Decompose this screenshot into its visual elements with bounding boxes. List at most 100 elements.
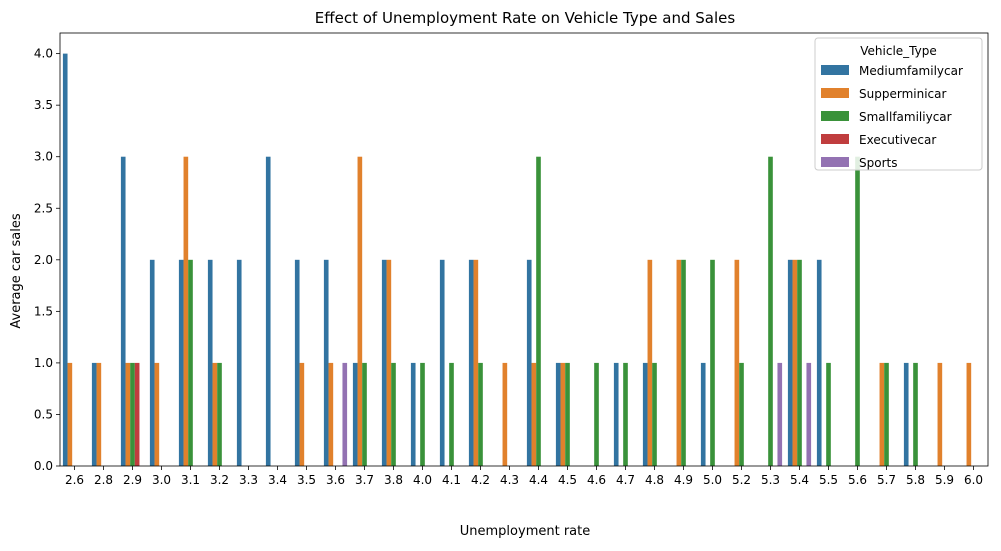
- bar-mediumfamilycar-3.1: [178, 259, 184, 466]
- legend-swatch-executivecar: [821, 134, 849, 144]
- y-axis-ticks: 0.0 0.5 1.0 1.5 2.0 2.5 3.0 3.5 4.0: [34, 47, 60, 473]
- bar-smallfamiliycar-4.7: [623, 362, 628, 466]
- bar-supperminicar-5.2: [734, 259, 740, 466]
- x-tick-label: 2.8: [94, 473, 113, 487]
- bar-supperminicar-3.5: [299, 362, 305, 466]
- x-tick-label: 4.2: [471, 473, 490, 487]
- bar-mediumfamilycar-2.6: [62, 53, 68, 467]
- bar-smallfamiliycar-4.4: [536, 156, 541, 466]
- bar-smallfamiliycar-5.6: [855, 156, 860, 466]
- bar-mediumfamilycar-4.8: [642, 362, 648, 466]
- bar-supperminicar-3.6: [328, 362, 334, 466]
- x-tick-label: 5.7: [877, 473, 896, 487]
- bar-smallfamiliycar-3.7: [362, 362, 367, 466]
- plot-frame: [59, 32, 989, 467]
- bar-smallfamiliycar-5.8: [913, 362, 918, 466]
- x-tick-label: 5.6: [848, 473, 867, 487]
- bar-smallfamiliycar-5.4: [797, 259, 802, 466]
- x-tick-label: 5.4: [790, 473, 809, 487]
- x-tick-label: 3.6: [326, 473, 345, 487]
- x-axis-label: Unemployment rate: [460, 524, 590, 539]
- legend-label-executivecar: Executivecar: [859, 133, 936, 147]
- x-tick-label: 3.7: [355, 473, 374, 487]
- x-tick-label: 4.9: [674, 473, 693, 487]
- bar-smallfamiliycar-4.2: [478, 362, 483, 466]
- bar-smallfamiliycar-5.0: [710, 259, 715, 466]
- x-tick-label: 5.3: [761, 473, 780, 487]
- bar-supperminicar-4.5: [560, 362, 566, 466]
- x-tick-label: 2.6: [65, 473, 84, 487]
- bar-supperminicar-3.8: [386, 259, 392, 466]
- bar-supperminicar-2.6: [67, 362, 73, 466]
- x-tick-label: 4.8: [645, 473, 664, 487]
- bar-supperminicar-5.4: [792, 259, 798, 466]
- y-tick-label: 1.0: [34, 356, 53, 370]
- bar-smallfamiliycar-4.5: [565, 362, 570, 466]
- bar-supperminicar-3.1: [183, 156, 189, 466]
- bar-supperminicar-4.2: [473, 259, 479, 466]
- bar-supperminicar-3.2: [212, 362, 218, 466]
- bar-smallfamiliycar-3.8: [391, 362, 396, 466]
- bar-mediumfamilycar-2.9: [120, 156, 126, 466]
- y-tick-label: 0.5: [34, 407, 53, 421]
- bars-group: [62, 53, 972, 467]
- bar-mediumfamilycar-3.0: [149, 259, 155, 466]
- bar-mediumfamilycar-4.4: [526, 259, 532, 466]
- bar-smallfamiliycar-4.8: [652, 362, 657, 466]
- legend: Vehicle_Type Mediumfamilycar Supperminicar…: [814, 37, 983, 171]
- x-tick-label: 4.1: [442, 473, 461, 487]
- x-tick-label: 3.2: [210, 473, 229, 487]
- bar-supperminicar-3.0: [154, 362, 160, 466]
- bar-mediumfamilycar-5.0: [700, 362, 706, 466]
- legend-swatch-mediumfamilycar: [821, 65, 849, 75]
- bar-mediumfamilycar-4.5: [555, 362, 561, 466]
- x-tick-label: 3.3: [239, 473, 258, 487]
- bar-supperminicar-2.8: [96, 362, 102, 466]
- bar-mediumfamilycar-4.0: [410, 362, 416, 466]
- bar-smallfamiliycar-2.9: [130, 362, 135, 466]
- x-tick-label: 4.0: [413, 473, 432, 487]
- bar-mediumfamilycar-5.4: [787, 259, 793, 466]
- x-axis-ticks: 2.6 2.8 2.9 3.0 3.1 3.2 3.3 3.4 3.5 3.6 3.7 3.8 4.0 4…: [65, 466, 983, 487]
- legend-swatch-smallfamiliycar: [821, 111, 849, 121]
- y-tick-label: 3.5: [34, 98, 53, 112]
- bar-sports-5.4: [806, 362, 812, 466]
- bar-supperminicar-5.9: [937, 362, 943, 466]
- bar-smallfamiliycar-5.7: [884, 362, 889, 466]
- x-tick-label: 4.7: [616, 473, 635, 487]
- y-tick-label: 3.0: [34, 150, 53, 164]
- legend-label-mediumfamilycar: Mediumfamilycar: [859, 64, 963, 78]
- x-tick-label: 5.2: [732, 473, 751, 487]
- y-tick-label: 2.5: [34, 201, 53, 215]
- x-tick-label: 3.1: [181, 473, 200, 487]
- x-tick-label: 6.0: [964, 473, 983, 487]
- bar-mediumfamilycar-3.4: [265, 156, 271, 466]
- bar-sports-5.3: [777, 362, 783, 466]
- y-tick-label: 2.0: [34, 253, 53, 267]
- bar-executivecar-2.9: [134, 362, 140, 466]
- x-tick-label: 3.0: [152, 473, 171, 487]
- bar-mediumfamilycar-4.2: [468, 259, 474, 466]
- chart-title: Effect of Unemployment Rate on Vehicle T…: [315, 9, 736, 27]
- bar-smallfamiliycar-5.5: [826, 362, 831, 466]
- bar-smallfamiliycar-3.2: [217, 362, 222, 466]
- legend-label-supperminicar: Supperminicar: [859, 87, 946, 101]
- bar-smallfamiliycar-4.0: [420, 362, 425, 466]
- x-tick-label: 5.0: [703, 473, 722, 487]
- bar-mediumfamilycar-4.7: [613, 362, 619, 466]
- x-tick-label: 5.8: [906, 473, 925, 487]
- x-tick-label: 5.9: [935, 473, 954, 487]
- legend-swatch-supperminicar: [821, 88, 849, 98]
- bar-supperminicar-4.4: [531, 362, 537, 466]
- bar-mediumfamilycar-5.8: [903, 362, 909, 466]
- bar-mediumfamilycar-3.6: [323, 259, 329, 466]
- legend-box: [814, 37, 983, 171]
- bar-supperminicar-6.0: [966, 362, 972, 466]
- x-tick-label: 2.9: [123, 473, 142, 487]
- bar-supperminicar-5.7: [879, 362, 885, 466]
- x-tick-label: 3.5: [297, 473, 316, 487]
- bar-supperminicar-4.3: [502, 362, 508, 466]
- bar-smallfamiliycar-3.1: [188, 259, 193, 466]
- bar-mediumfamilycar-3.8: [381, 259, 387, 466]
- legend-title: Vehicle_Type: [860, 44, 936, 58]
